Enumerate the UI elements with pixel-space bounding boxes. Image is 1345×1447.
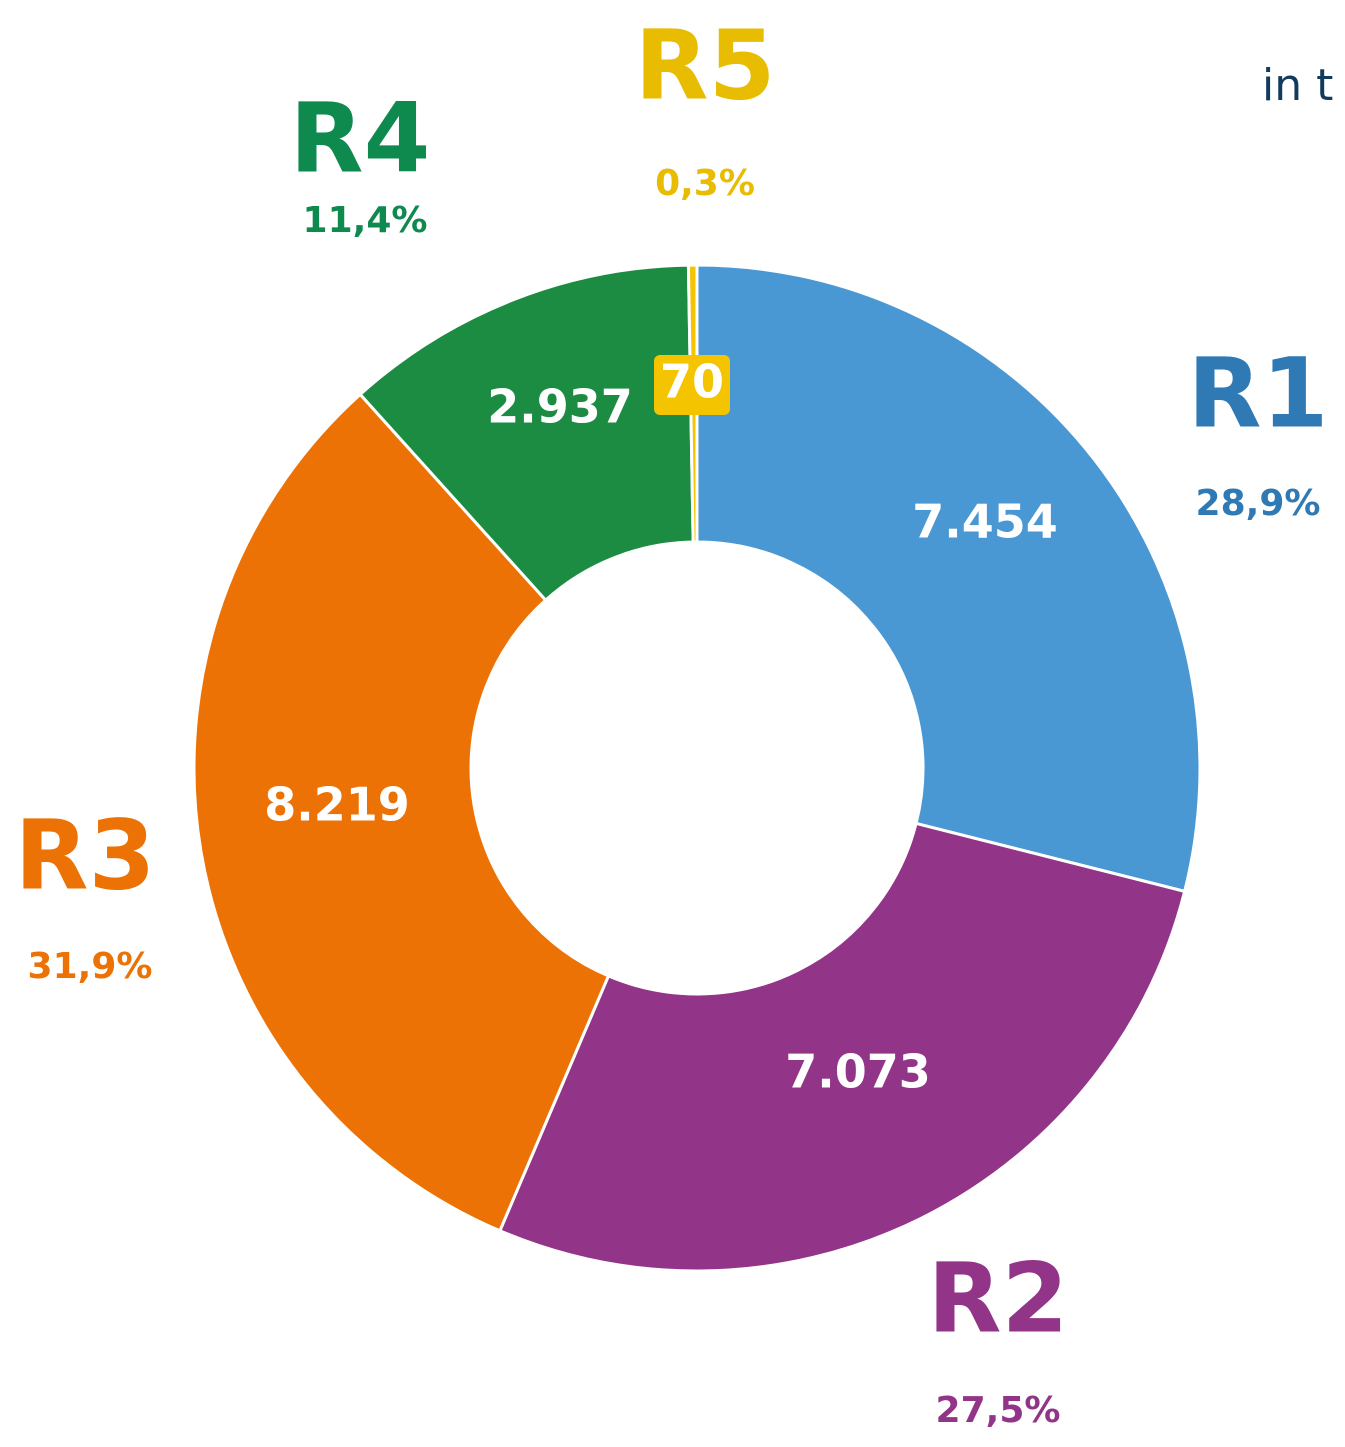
slice <box>358 263 695 603</box>
slice <box>192 392 611 1233</box>
value-label-box <box>654 355 730 415</box>
slice <box>497 821 1187 1273</box>
category-label: R2 <box>928 1242 1069 1354</box>
value-label: 2.937 <box>487 380 633 434</box>
value-label: 70 <box>660 355 724 409</box>
value-label: 7.454 <box>912 495 1058 549</box>
slice <box>695 263 1202 894</box>
value-label: 8.219 <box>264 778 410 832</box>
percent-label: 27,5% <box>936 1390 1061 1431</box>
value-label: 7.073 <box>785 1045 931 1099</box>
category-label: R1 <box>1188 337 1329 449</box>
percent-label: 31,9% <box>28 946 153 987</box>
category-label: R3 <box>15 799 156 911</box>
category-label: R4 <box>290 82 431 194</box>
percent-label: 28,9% <box>1196 483 1321 524</box>
category-label: R5 <box>635 9 776 121</box>
side-text: in t <box>1262 60 1333 111</box>
percent-label: 11,4% <box>303 200 428 241</box>
percent-label: 0,3% <box>655 163 755 204</box>
